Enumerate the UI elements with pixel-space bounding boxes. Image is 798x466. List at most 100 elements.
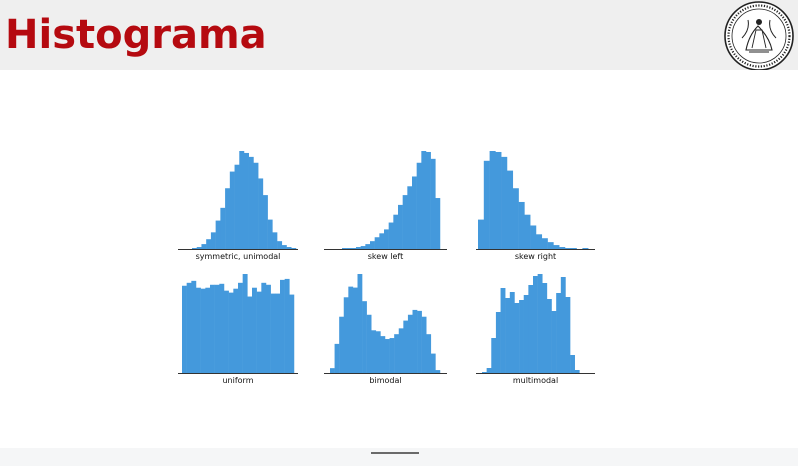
histogram-bar [267,219,273,249]
histogram-bar [398,204,403,249]
slide-title: Histograma [5,12,267,58]
histogram-bar [229,171,235,249]
histogram-bar [277,241,283,249]
histogram-bar [514,303,520,373]
histogram-bar [252,287,257,373]
histogram-bar [582,248,589,249]
histogram-bar [551,311,557,373]
histogram-bar [266,284,271,373]
histogram-panel: bimodal [324,274,447,385]
histogram-bar [565,248,572,249]
histogram-caption: multimodal [513,376,558,385]
histogram-bar [559,247,566,249]
histogram-bar [389,338,395,373]
histogram-caption: symmetric, unimodal [196,252,281,261]
histogram-bar [512,188,519,249]
histogram-bar [196,287,201,373]
histogram-bar [247,296,253,373]
histogram-bar [261,282,267,373]
histogram-bar [560,277,566,373]
histogram-bar [224,290,229,373]
histogram-bar [542,283,548,373]
histogram-bar [280,279,285,373]
histogram-bar [412,176,417,249]
histogram-panel: uniform [178,274,298,385]
histogram-bar [505,298,511,373]
histogram-bar [291,248,297,249]
histogram-bar [556,293,562,373]
histogram-bar [196,247,202,249]
histogram-bar [233,288,239,373]
histogram-bar [215,220,221,249]
histogram-bar [234,164,240,249]
histogram-bar [501,156,508,249]
histogram-bar [238,282,243,373]
histogram-bar [339,316,344,373]
histogram-bar [284,278,290,373]
histogram-bar [483,160,490,249]
histogram-bar [242,274,248,373]
histogram-bar [519,300,524,373]
histogram-bar [403,320,409,373]
histogram-panel: skew right [476,151,595,261]
histogram-bar [205,287,211,373]
histogram-bar [541,238,548,249]
histogram-bar [384,229,389,249]
histogram-bar [478,219,485,249]
histogram-bar [374,237,380,249]
histogram-panel: multimodal [476,274,595,385]
histogram-bar [262,195,268,249]
histogram-bar [530,225,537,249]
histogram-bar [275,293,281,373]
histogram-bar [426,151,431,249]
histogram-bar [200,288,206,373]
histogram-bar [375,331,381,373]
histogram-bar [495,312,501,373]
histogram-bar [574,370,580,373]
histogram-bar [272,232,278,249]
histogram-bar [533,276,538,373]
histogram-bar [435,370,441,373]
histogram-bar [523,295,529,373]
histogram-bar [192,248,197,249]
histogram-bar [371,330,377,373]
histogram-bar [214,284,220,373]
histogram-bar [500,288,506,373]
histogram-bar [182,285,187,373]
slide-footer-divider [371,452,419,454]
histogram-caption: bimodal [369,376,401,385]
histogram-bar [342,248,347,249]
histogram-bar [402,195,408,249]
histogram-bar [430,158,436,249]
histogram-panel: skew left [324,151,447,261]
histogram-bar [228,292,234,373]
histogram-bar [220,207,226,249]
histogram-bar [537,274,543,373]
histogram-bar [210,284,215,373]
histogram-bar [407,186,413,249]
histogram-bar [421,151,427,249]
histogram-bar [509,292,515,373]
histogram-bar [244,152,249,249]
histogram-bar [356,247,361,249]
histogram-bar [239,151,245,249]
histogram-bar [206,239,212,249]
histogram-bar [491,338,497,373]
histogram-bar [201,244,207,249]
histogram-bar [565,297,571,373]
histogram-bar [191,280,197,373]
histogram-bar [495,151,502,249]
histogram-bar [270,293,276,373]
histogram-bar [547,242,554,249]
histogram-bar [352,287,358,373]
university-seal-icon [724,1,794,71]
histogram-bar [360,246,366,249]
histogram-caption: skew right [515,252,556,261]
histogram-bar [430,353,436,373]
histogram-bar [362,301,367,373]
histogram-bar [334,343,340,373]
histogram-bar [256,291,262,373]
histogram-bar [385,339,390,373]
histogram-bar [507,170,514,249]
histogram-bar [421,316,427,373]
